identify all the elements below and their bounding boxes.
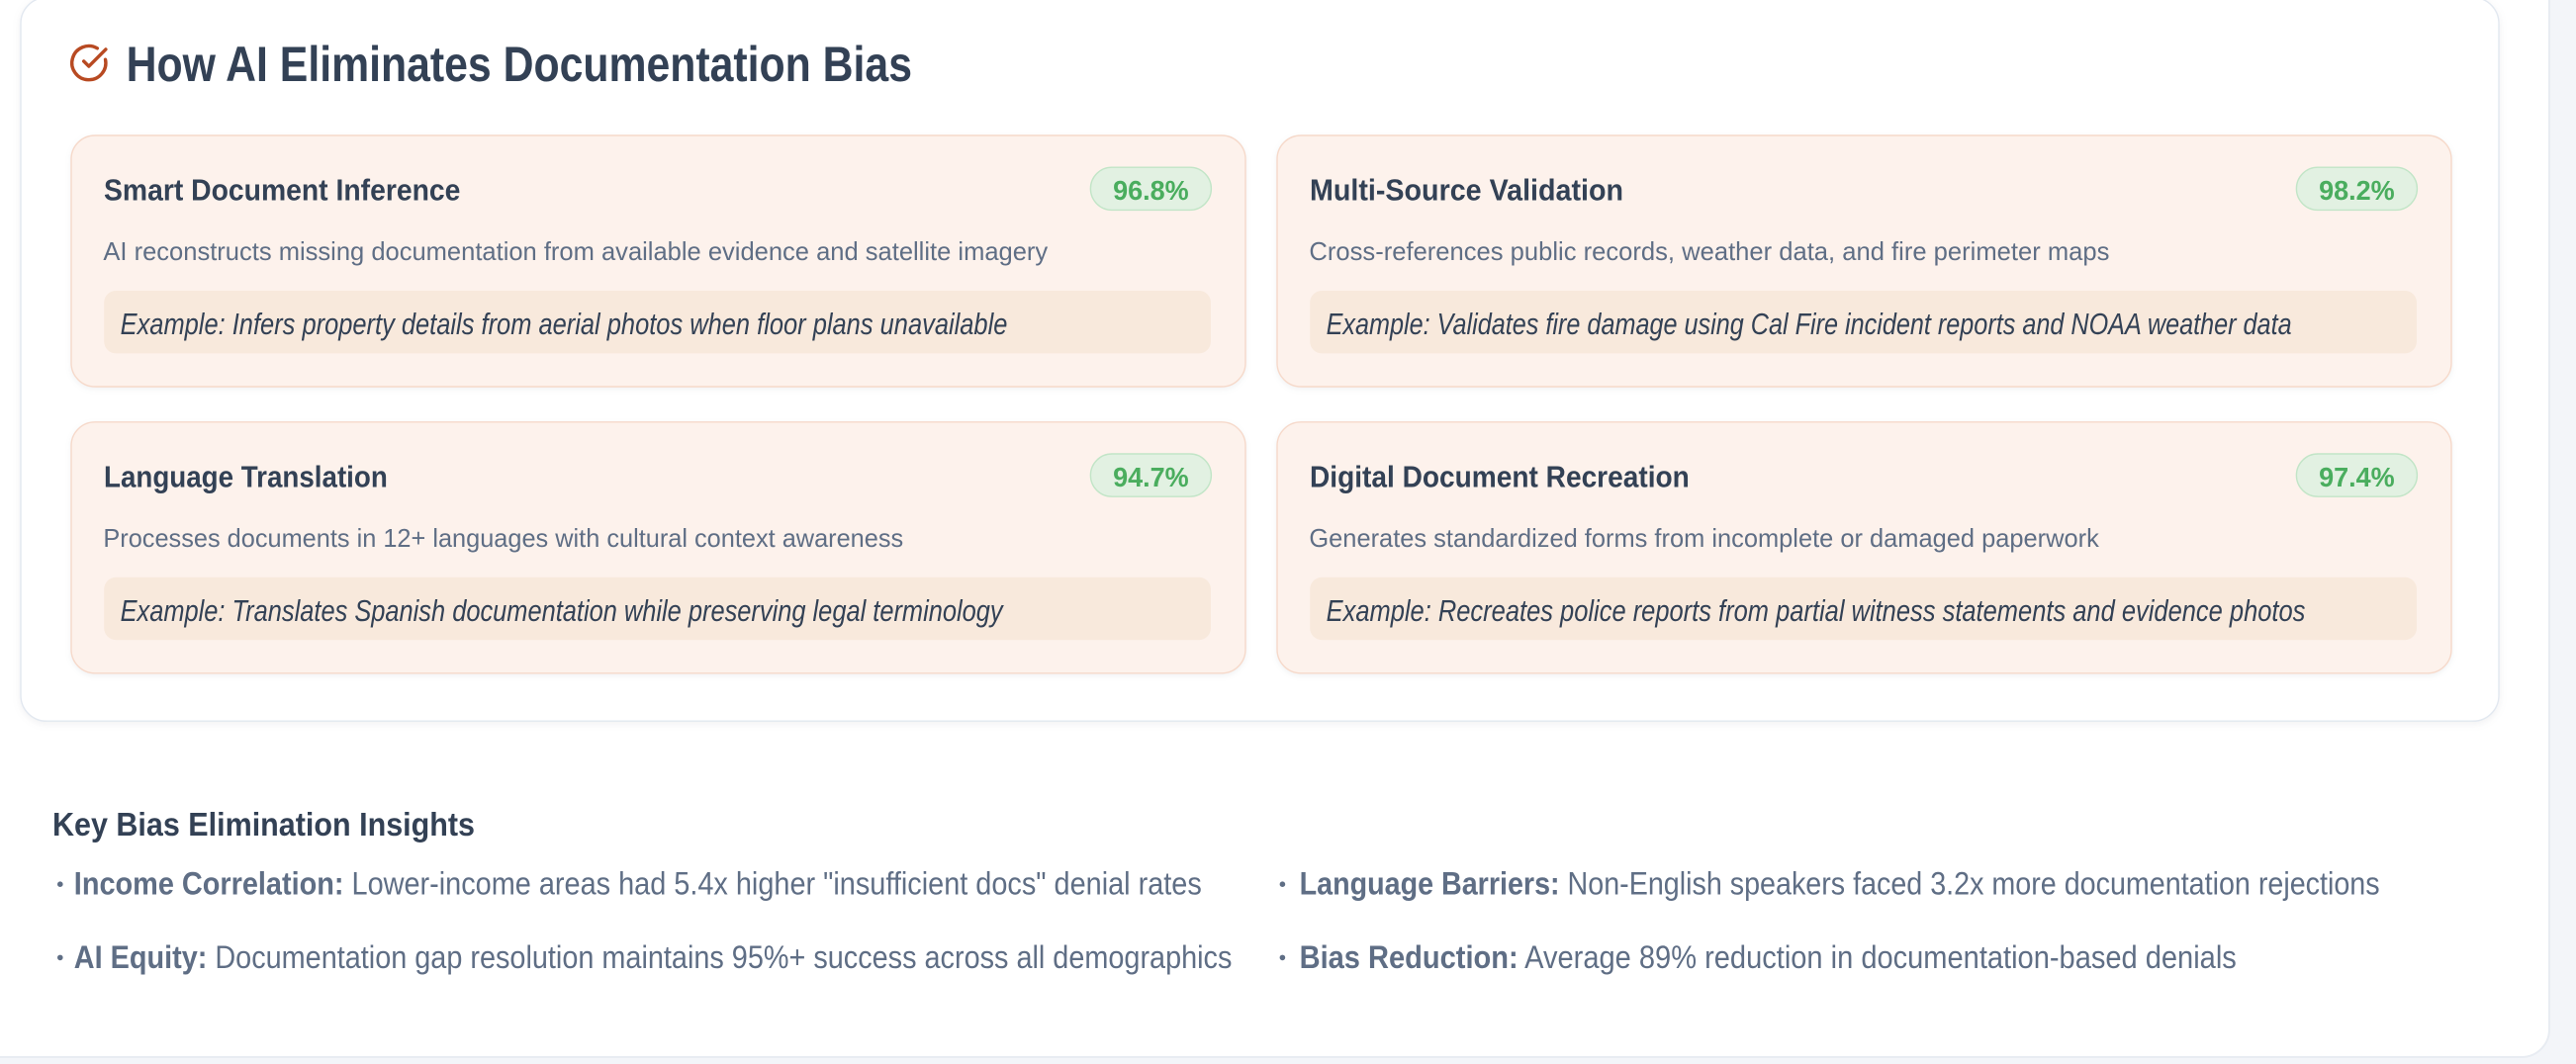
svg-text:AI reconstructs missing docume: AI reconstructs missing documentation fr… (103, 236, 1048, 266)
svg-text:Key Bias Elimination Insights: Key Bias Elimination Insights (52, 807, 475, 843)
svg-text:How AI Eliminates Documentatio: How AI Eliminates Documentation Bias (127, 37, 912, 92)
svg-text:Example: Recreates police repo: Example: Recreates police reports from p… (1327, 594, 2306, 628)
svg-text:Digital Document Recreation: Digital Document Recreation (1310, 460, 1690, 493)
svg-text:94.7%: 94.7% (1113, 461, 1189, 492)
svg-text:Example: Infers property detai: Example: Infers property details from ae… (121, 308, 1008, 341)
svg-text:Generates standardized forms f: Generates standardized forms from incomp… (1309, 523, 2099, 553)
svg-text:Processes documents in 12+ lan: Processes documents in 12+ languages wit… (103, 523, 903, 553)
svg-text:AI Equity: Documentation gap r: AI Equity: Documentation gap resolution … (74, 939, 1233, 975)
svg-text:Example: Translates Spanish do: Example: Translates Spanish documentatio… (121, 594, 1004, 628)
svg-text:Cross-references public record: Cross-references public records, weather… (1309, 236, 2109, 266)
svg-text:Example: Validates fire damage: Example: Validates fire damage using Cal… (1327, 308, 2292, 341)
svg-text:Bias Reduction: Average 89% re: Bias Reduction: Average 89% reduction in… (1300, 939, 2237, 975)
svg-text:Language Barriers: Non-English: Language Barriers: Non-English speakers … (1300, 866, 2380, 902)
svg-text:Smart Document Inference: Smart Document Inference (104, 174, 460, 208)
svg-text:98.2%: 98.2% (2319, 174, 2395, 206)
svg-text:96.8%: 96.8% (1113, 174, 1189, 206)
svg-text:Language Translation: Language Translation (104, 460, 388, 493)
svg-text:97.4%: 97.4% (2319, 461, 2395, 492)
svg-text:Income Correlation: Lower-inco: Income Correlation: Lower-income areas h… (74, 866, 1202, 902)
svg-text:Multi-Source Validation: Multi-Source Validation (1310, 174, 1623, 208)
